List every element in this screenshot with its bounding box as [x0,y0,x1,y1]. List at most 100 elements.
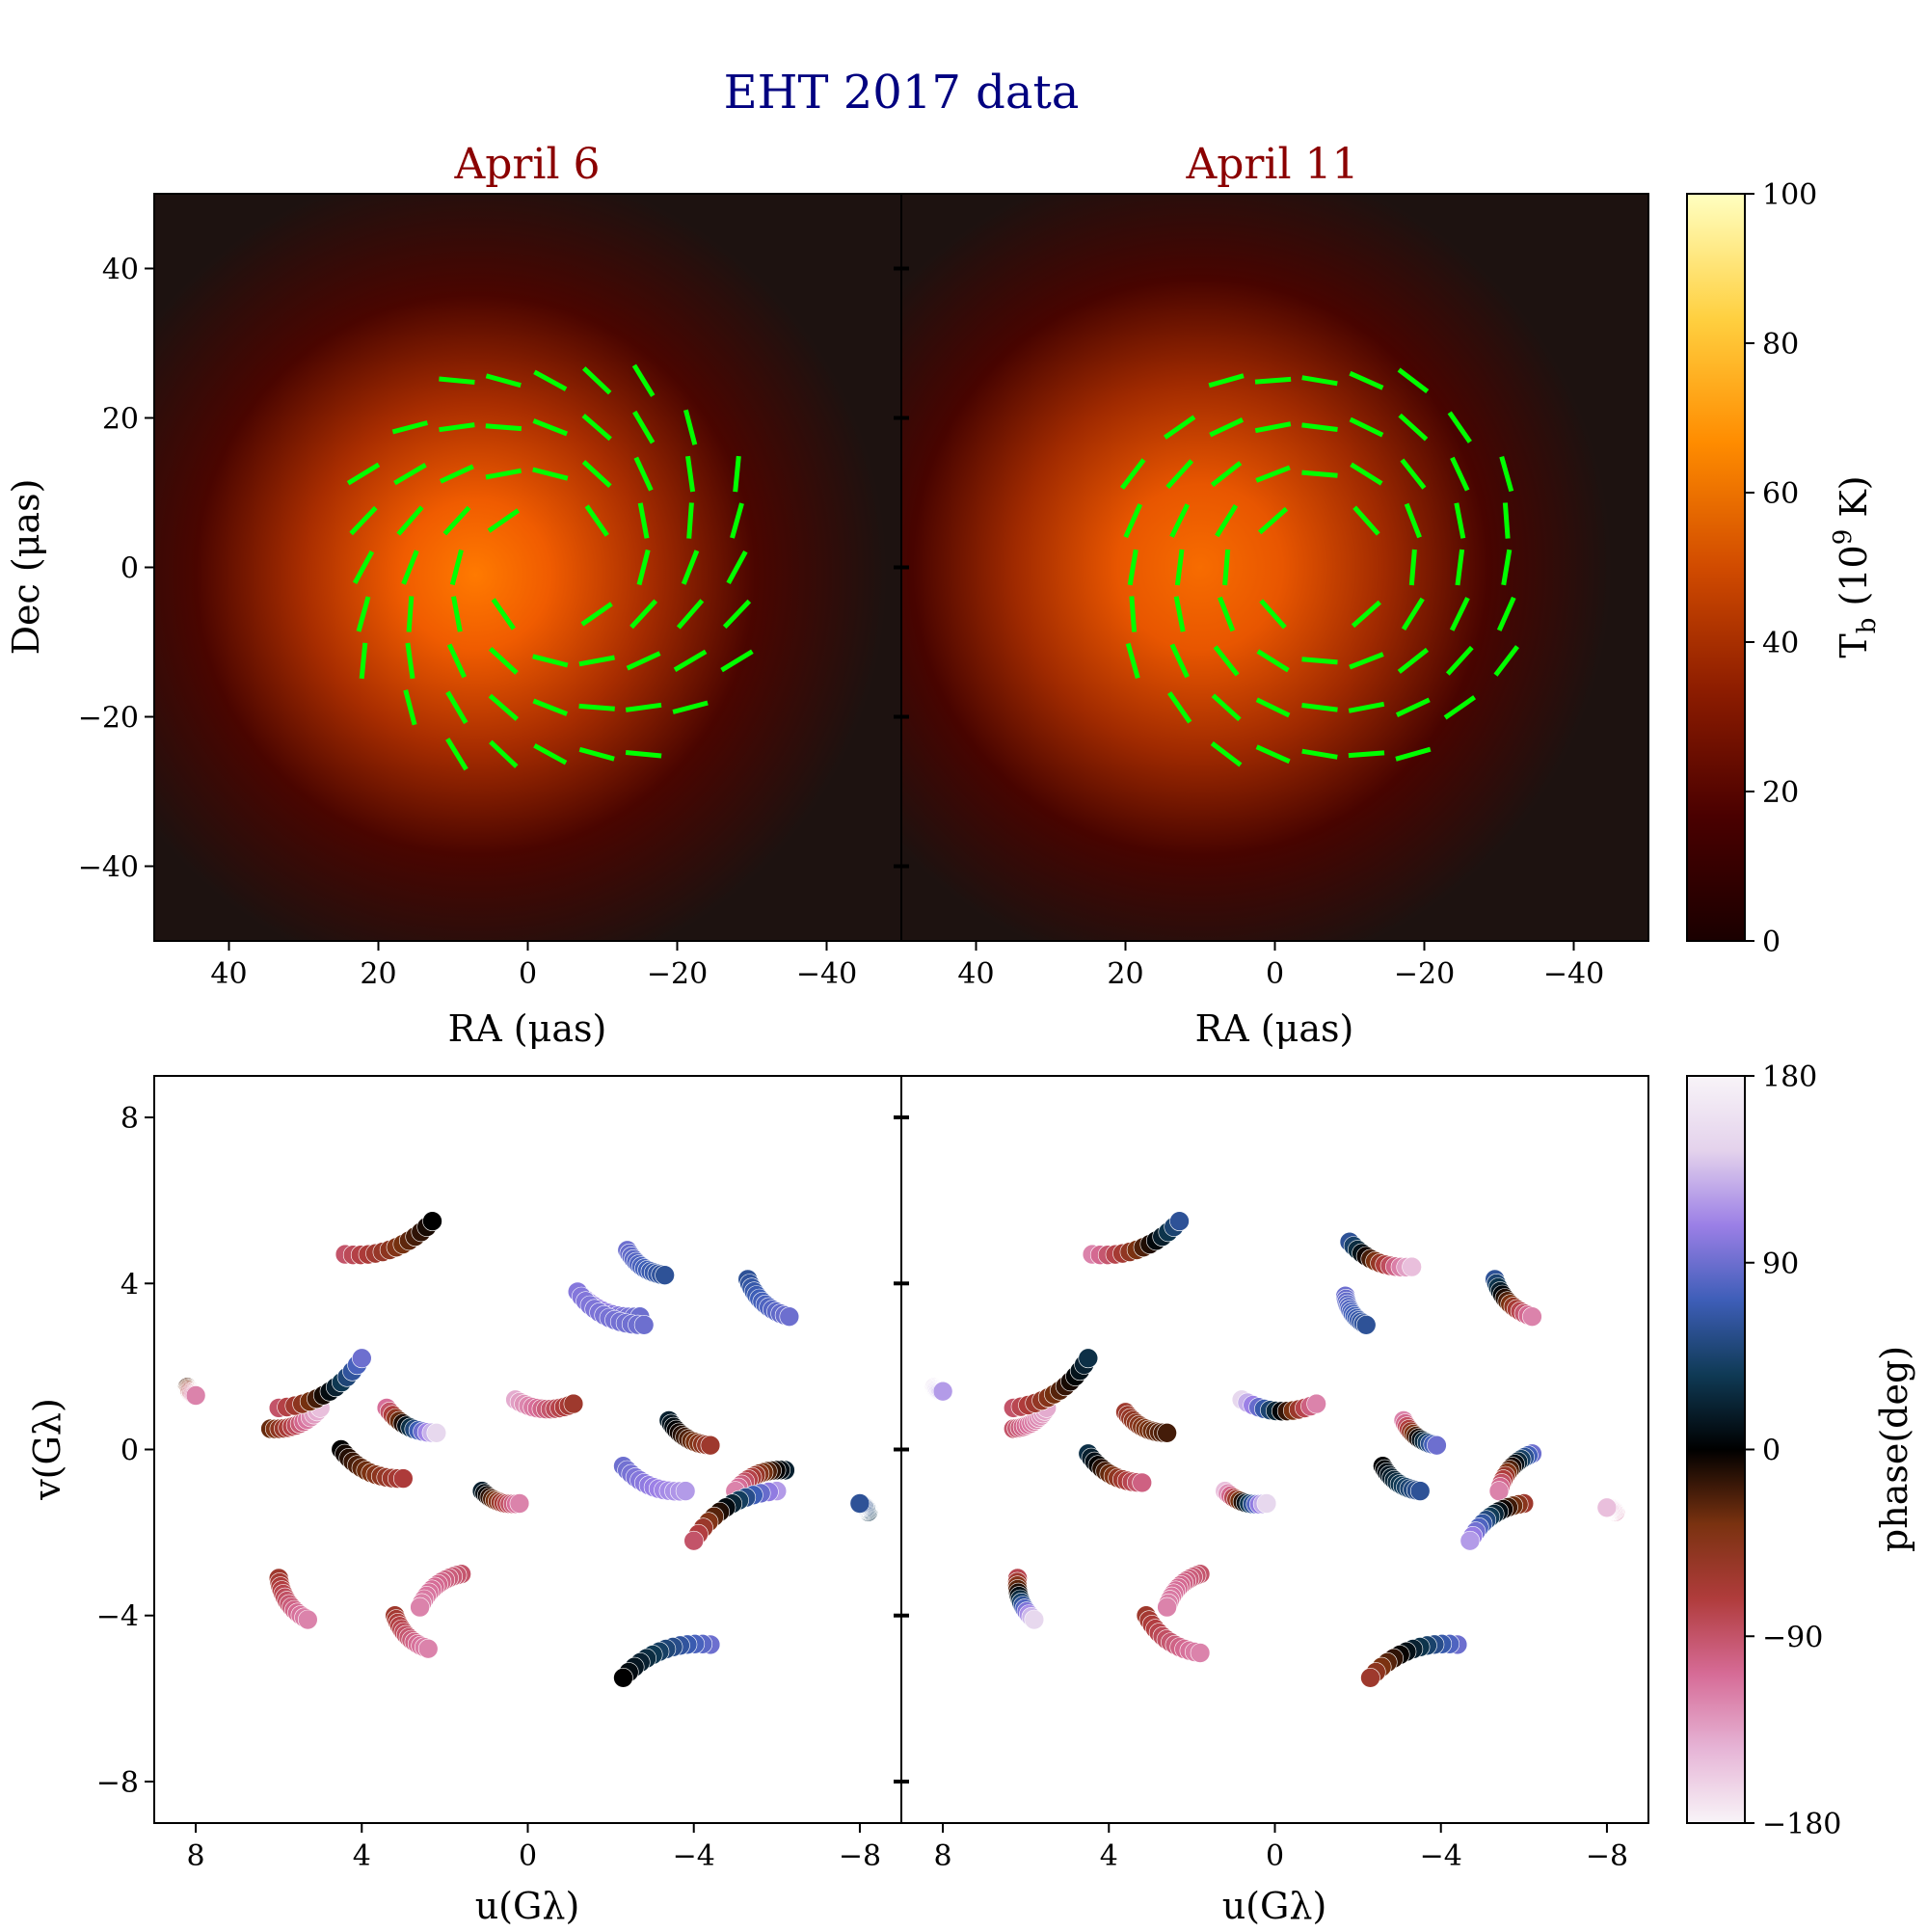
uv-point [351,1348,372,1369]
evpa-tick [581,414,612,442]
evpa-tick [1258,506,1289,535]
x-tick-label: 4 [1100,1839,1118,1873]
uv-panel-frame-left [153,1075,902,1824]
x-tick-label: 40 [957,957,994,991]
uv-point [1409,1481,1431,1501]
evpa-tick [1348,750,1385,759]
evpa-tick [1496,596,1516,631]
evpa-tick [625,750,662,759]
colorbar-tick-label: −180 [1762,1808,1841,1841]
evpa-tick [1301,748,1338,760]
x-tick-label: 8 [187,1839,205,1873]
evpa-tick [445,738,469,771]
evpa-tick [1350,462,1383,486]
y-tick-label: 8 [120,1102,139,1136]
evpa-tick [1397,367,1430,393]
evpa-tick [581,366,612,395]
evpa-tick [1408,549,1417,586]
colorbar-tick-label: 180 [1762,1060,1817,1094]
x-tick-label: −20 [1394,957,1455,991]
colorbar-phase-label: phase(deg) [1873,1346,1915,1552]
evpa-tick [578,655,615,667]
evpa-tick [393,463,427,486]
colorbar-tick-label: 40 [1762,627,1799,660]
uv-point [655,1265,675,1285]
x-tick-label: 0 [1266,957,1284,991]
evpa-tick [580,602,613,627]
uv-point [422,1211,442,1231]
evpa-tick [1454,502,1466,539]
evpa-tick [1450,456,1470,492]
evpa-tick [1123,503,1143,539]
figure-suptitle: EHT 2017 data [724,66,1080,120]
evpa-tick [349,505,378,536]
uv-xlabel-left: u(Gλ) [475,1885,580,1927]
evpa-tick [1301,657,1338,665]
uv-point [675,1481,696,1501]
image-panel-april11 [901,194,1648,941]
evpa-tick [1445,645,1474,676]
evpa-tick [1256,649,1290,673]
evpa-tick [720,649,754,673]
uv-point [932,1381,953,1402]
evpa-tick [730,502,744,539]
evpa-tick [1222,549,1231,586]
uv-scatter-points [177,1211,1625,1688]
evpa-tick [1255,697,1291,718]
uv-point [700,1435,721,1456]
x-tick-label: 40 [210,957,247,991]
evpa-tick [733,455,741,493]
evpa-tick [449,549,464,586]
evpa-tick [1499,456,1514,493]
evpa-tick [1301,470,1338,478]
evpa-ticks [346,363,1519,771]
x-tick-label: 8 [934,1839,952,1873]
colorbar-tick-label: 100 [1762,178,1817,212]
uv-point [1132,1472,1152,1493]
evpa-tick [1254,376,1292,385]
evpa-tick [1167,691,1192,724]
evpa-tick [352,550,375,584]
evpa-tick [1397,647,1430,674]
evpa-tick [1218,596,1236,632]
colorbar-tick-label: 90 [1762,1248,1799,1281]
evpa-tick [488,693,519,721]
uv-point [1157,1423,1177,1443]
evpa-tick [1169,643,1190,679]
evpa-tick [532,654,569,668]
uv-point [1024,1609,1045,1630]
x-tick-label: 20 [1107,957,1143,991]
evpa-tick [1349,416,1384,438]
evpa-tick [1120,458,1146,490]
evpa-tick [406,596,415,632]
uv-point [1078,1348,1099,1369]
evpa-tick [442,505,471,536]
evpa-tick [487,508,521,533]
evpa-tick [439,422,475,433]
evpa-tick [1443,695,1477,720]
x-tick-label: 20 [360,957,396,991]
evpa-tick [439,464,474,484]
uv-point [633,1315,655,1335]
evpa-tick [396,505,424,536]
evpa-tick [681,550,700,585]
y-tick-label: 4 [120,1268,139,1301]
evpa-tick [532,418,569,437]
evpa-tick [391,420,429,435]
evpa-tick [626,651,661,671]
evpa-tick [446,643,467,679]
uv-point [563,1393,584,1414]
uv-ylabel: v(Gλ) [26,1398,68,1501]
evpa-tick [439,376,475,385]
evpa-tick [1400,458,1427,490]
uv-point [426,1423,447,1443]
uv-point [410,1597,430,1618]
uv-point [613,1668,633,1688]
evpa-tick [631,363,656,397]
colorbar-tick-label: 60 [1762,477,1799,511]
uv-point [297,1609,318,1630]
uv-point [1157,1597,1177,1618]
colorbar-tick-label: 20 [1762,776,1799,810]
x-tick-label: −4 [1420,1839,1462,1873]
uv-point [1360,1668,1380,1688]
